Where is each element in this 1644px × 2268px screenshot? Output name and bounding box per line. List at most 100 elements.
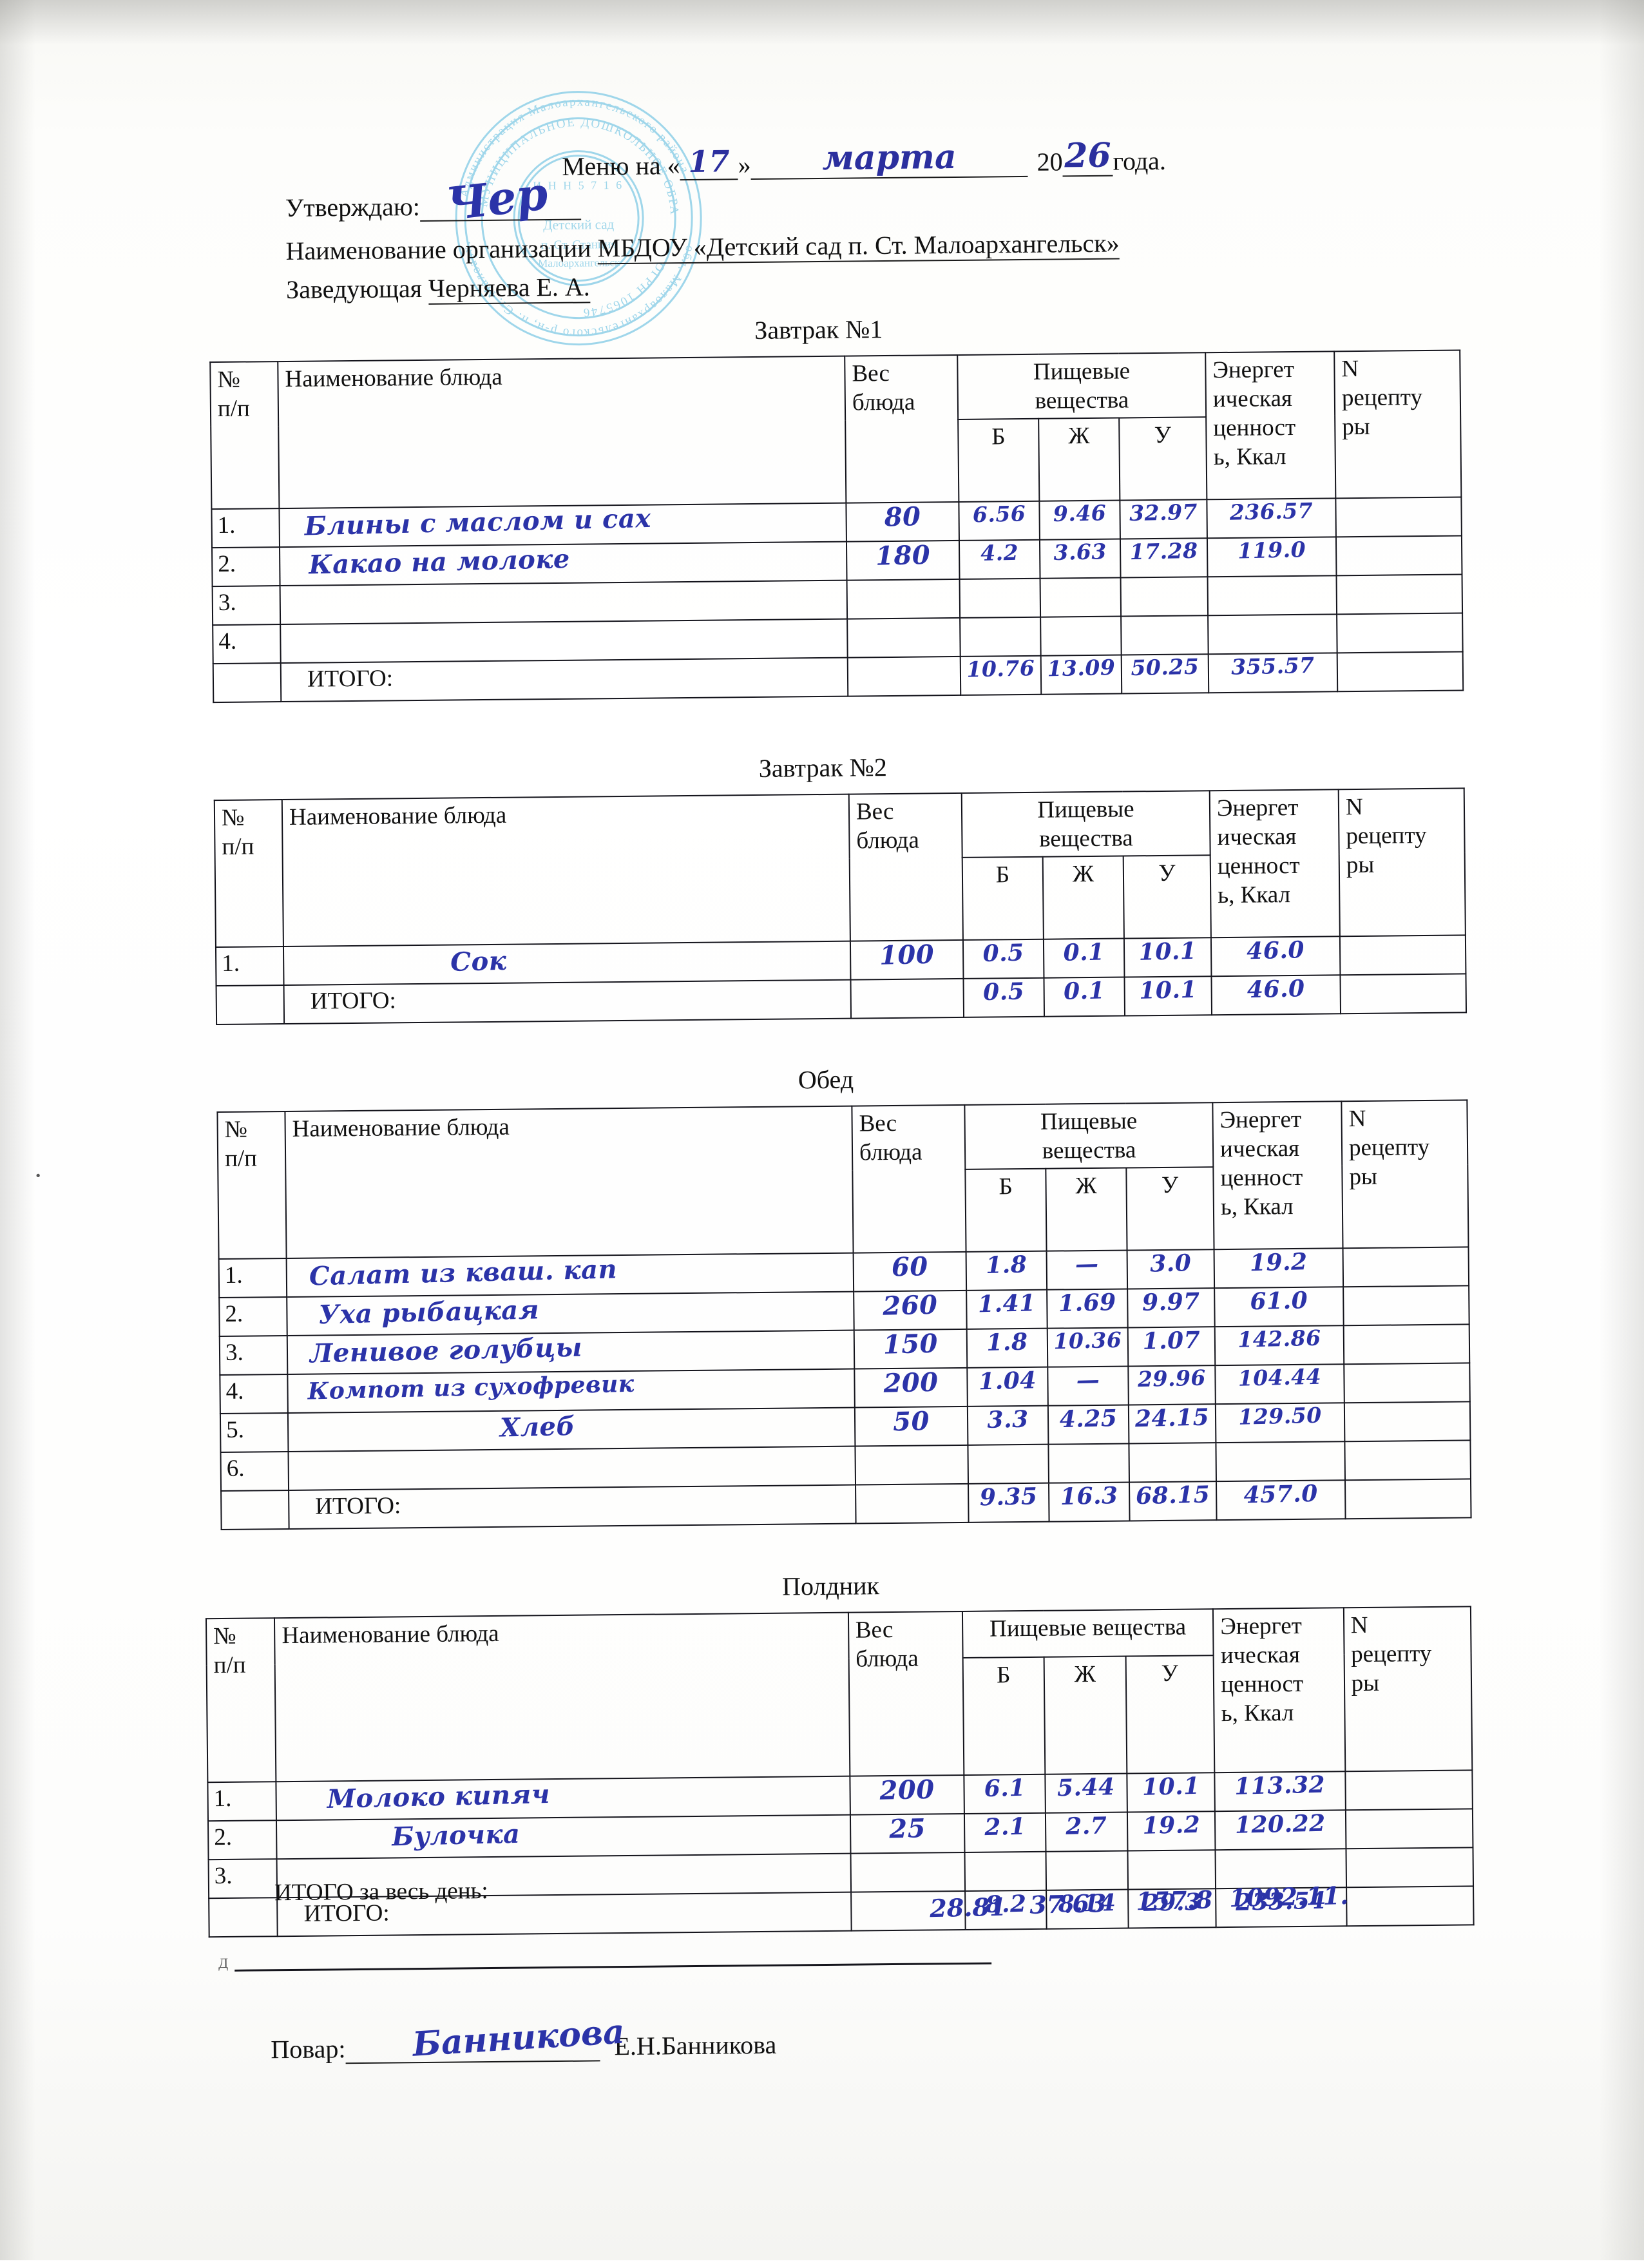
header-weight-line2: блюда xyxy=(859,1139,922,1166)
row-dish-name: Молоко кипяч xyxy=(276,1776,850,1821)
menu-quote-close: » xyxy=(738,150,751,180)
header-np-line1: № xyxy=(217,366,241,393)
kcal-value: 104.44 xyxy=(1238,1363,1322,1391)
header-energy: Энергет ическая ценност ь, Ккал xyxy=(1209,789,1340,938)
year-suffix-value: 26 xyxy=(1062,135,1113,177)
table-breakfast-2: № п/п Наименование блюда Вес блюда Пищев… xyxy=(214,787,1467,1025)
header-energy-line1: Энергет xyxy=(1219,1106,1302,1134)
kcal-value: 46.0 xyxy=(1246,936,1305,965)
total-carbs: 68.15 xyxy=(1129,1481,1217,1521)
year-word-label: года. xyxy=(1113,146,1167,176)
header-recipe-line1: N xyxy=(1348,1105,1366,1133)
kcal-value: 142.86 xyxy=(1237,1325,1321,1353)
header-recipe-line3: ры xyxy=(1351,1670,1380,1697)
header-u: У xyxy=(1123,855,1211,939)
day-total-label: ИТОГО за весь день: xyxy=(274,1878,488,1907)
row-fat xyxy=(1048,1443,1130,1483)
weight-value: 50 xyxy=(892,1406,930,1437)
row-kcal: 61.0 xyxy=(1214,1287,1344,1327)
day-total-kcal: 1092.11. xyxy=(1228,1880,1349,1913)
row-protein: 1.41 xyxy=(966,1289,1047,1330)
header-energy-line3: ценност xyxy=(1221,1671,1304,1698)
total-carbs: 10.1 xyxy=(1124,976,1212,1016)
row-fat: 10.36 xyxy=(1047,1327,1129,1367)
row-number: 2. xyxy=(212,547,280,587)
protein-value: 3.3 xyxy=(986,1405,1029,1434)
row-protein: 6.1 xyxy=(964,1774,1046,1814)
row-dish-name: Уха рыбацкая xyxy=(287,1291,854,1336)
header-b: Б xyxy=(962,1657,1046,1775)
row-carbs: 32.97 xyxy=(1120,499,1207,539)
header-zh: Ж xyxy=(1044,1656,1127,1774)
row-kcal xyxy=(1208,614,1337,655)
fat-value: 9.46 xyxy=(1053,500,1107,527)
header-recipe-line2: рецепту xyxy=(1341,384,1423,412)
row-recipe xyxy=(1335,535,1462,576)
header-np-line1: № xyxy=(224,1116,248,1143)
total-carbs-value: 68.15 xyxy=(1135,1481,1210,1510)
header-nutrients: Пищевые вещества xyxy=(957,352,1207,420)
row-number: 5. xyxy=(220,1413,289,1453)
header-weight: Вес блюда xyxy=(848,1611,964,1776)
section-title-breakfast-2: Завтрак №2 xyxy=(758,753,888,783)
total-weight xyxy=(847,657,961,697)
header-energy-line2: ическая xyxy=(1219,1135,1300,1163)
dish-name-value: Какао на молоке xyxy=(308,544,571,581)
protein-value: 1.41 xyxy=(977,1289,1037,1318)
row-kcal: 129.50 xyxy=(1215,1402,1345,1443)
fat-value: 5.44 xyxy=(1056,1773,1116,1802)
row-number: 4. xyxy=(213,624,281,664)
weight-value: 260 xyxy=(882,1289,938,1321)
header-weight: Вес блюда xyxy=(845,354,959,503)
row-weight: 260 xyxy=(854,1289,967,1331)
header-recipe-line2: рецепту xyxy=(1348,1134,1430,1162)
header-weight-line1: Вес xyxy=(859,1110,897,1137)
row-fat: 2.7 xyxy=(1046,1812,1128,1852)
row-carbs: 19.2 xyxy=(1127,1811,1216,1851)
header-energy-line1: Энергет xyxy=(1212,356,1295,384)
weight-value: 150 xyxy=(883,1328,939,1360)
total-protein: 0.5 xyxy=(963,978,1045,1018)
header-weight-line2: блюда xyxy=(855,1645,919,1673)
header-energy-line2: ическая xyxy=(1220,1642,1301,1669)
row-weight: 80 xyxy=(846,501,959,542)
approve-label: Утверждаю: xyxy=(285,191,421,222)
carbs-value: 17.28 xyxy=(1129,537,1199,565)
dish-name-value: Салат из кваш. кап xyxy=(309,1254,618,1292)
row-weight xyxy=(855,1445,969,1485)
row-dish-name xyxy=(280,619,848,664)
kcal-value: 120.22 xyxy=(1234,1809,1326,1839)
row-recipe xyxy=(1343,1285,1469,1326)
header-zh: Ж xyxy=(1042,856,1124,939)
header-dish-name: Наименование блюда xyxy=(282,794,850,947)
row-number: 1. xyxy=(207,1782,277,1821)
fat-value: 0.1 xyxy=(1063,938,1105,967)
header-np: № п/п xyxy=(217,1111,287,1260)
row-dish-name xyxy=(288,1446,856,1491)
total-protein-value: 9.35 xyxy=(979,1483,1038,1512)
row-recipe xyxy=(1346,1847,1474,1888)
row-weight: 200 xyxy=(850,1774,964,1815)
dish-name-value: Булочка xyxy=(391,1818,521,1852)
row-kcal: 236.57 xyxy=(1207,498,1336,539)
row-carbs xyxy=(1120,577,1209,617)
row-weight xyxy=(847,618,961,658)
row-weight xyxy=(850,1852,965,1892)
fat-value: 2.7 xyxy=(1065,1812,1108,1840)
header-nutrients: Пищевые вещества xyxy=(961,791,1210,858)
organization-line: Наименование организации МБДОУ «Детский … xyxy=(285,227,1120,267)
row-carbs: 1.07 xyxy=(1127,1327,1216,1367)
row-dish-name: Блины с маслом и сах xyxy=(279,503,846,548)
weight-value: 80 xyxy=(884,501,921,533)
weight-value: 25 xyxy=(888,1813,926,1845)
header-nutrients-line1: Пищевые xyxy=(1037,796,1134,823)
row-carbs: 3.0 xyxy=(1127,1249,1215,1289)
weight-value: 60 xyxy=(891,1251,929,1283)
kcal-value: 129.50 xyxy=(1238,1402,1323,1430)
total-fat: 13.09 xyxy=(1040,655,1122,695)
menu-date-line: Меню на «17» марта 2026года. xyxy=(562,135,1166,182)
row-weight: 150 xyxy=(854,1329,968,1369)
row-weight: 180 xyxy=(846,540,960,581)
fat-value: 1.69 xyxy=(1058,1289,1117,1318)
fat-value: 3.63 xyxy=(1053,539,1107,566)
